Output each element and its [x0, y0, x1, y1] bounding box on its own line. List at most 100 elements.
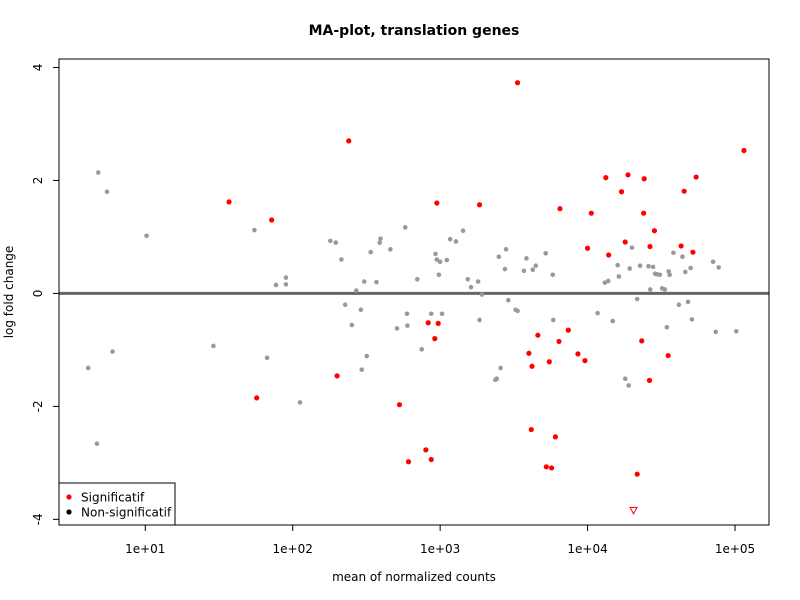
data-point-significant	[603, 175, 609, 181]
data-point-nonsignificant	[439, 311, 445, 317]
data-point-nonsignificant	[627, 266, 632, 271]
data-point-nonsignificant	[503, 247, 509, 252]
data-point-significant	[428, 456, 434, 463]
data-point-significant	[434, 200, 440, 206]
data-point-nonsignificant	[419, 347, 425, 352]
x-tick-label: 1e+01	[125, 542, 165, 556]
data-point-significant	[526, 350, 532, 356]
data-point-significant	[476, 202, 483, 208]
data-point-nonsignificant	[496, 254, 502, 259]
data-point-significant	[681, 188, 687, 194]
data-point-significant	[546, 359, 552, 365]
data-point-nonsignificant	[605, 278, 611, 284]
data-point-significant	[651, 228, 658, 234]
data-point-nonsignificant	[716, 265, 722, 270]
data-point-significant	[641, 210, 647, 216]
data-point-significant	[565, 327, 571, 333]
data-point-nonsignificant	[533, 263, 539, 269]
data-point-nonsignificant	[647, 287, 653, 292]
data-point-nonsignificant	[94, 441, 100, 446]
data-point-nonsignificant	[615, 262, 620, 268]
x-axis-label: mean of normalized counts	[332, 570, 496, 584]
data-point-nonsignificant	[378, 236, 383, 241]
data-point-nonsignificant	[465, 276, 471, 282]
x-tick-label: 1e+02	[273, 542, 313, 556]
data-point-significant	[690, 249, 696, 255]
data-point-nonsignificant	[264, 355, 270, 361]
data-point-nonsignificant	[662, 287, 668, 292]
data-point-significant	[606, 252, 612, 258]
data-point-significant	[584, 245, 591, 251]
data-point-nonsignificant	[95, 170, 101, 175]
legend-label-nonsignificant: Non-significatif	[81, 506, 172, 520]
data-point-nonsignificant	[626, 383, 631, 388]
data-point-nonsignificant	[444, 257, 450, 263]
data-point-nonsignificant	[328, 238, 333, 244]
data-point-nonsignificant	[682, 269, 688, 275]
data-point-nonsignificant	[664, 325, 670, 330]
data-point-nonsignificant	[550, 317, 556, 323]
legend-marker-significant	[66, 494, 72, 500]
data-point-nonsignificant	[434, 257, 440, 262]
data-point-significant	[741, 147, 747, 154]
data-point-significant	[647, 243, 653, 250]
data-point-significant	[641, 176, 647, 182]
x-tick-label: 1e+05	[715, 542, 755, 556]
data-point-nonsignificant	[273, 282, 279, 288]
data-point-nonsignificant	[342, 302, 348, 308]
data-point-nonsignificant	[358, 307, 364, 313]
data-point-nonsignificant	[405, 323, 410, 328]
data-point-significant	[582, 358, 588, 364]
data-point-nonsignificant	[368, 249, 373, 255]
data-point-significant	[622, 239, 628, 245]
data-point-nonsignificant	[595, 310, 600, 316]
data-point-nonsignificant	[428, 311, 434, 317]
data-point-significant	[396, 402, 403, 408]
chart-title: MA-plot, translation genes	[309, 23, 520, 39]
data-point-nonsignificant	[610, 318, 615, 324]
data-point-nonsignificant	[374, 279, 379, 285]
y-tick-label: -4	[31, 513, 45, 525]
data-point-nonsignificant	[616, 274, 622, 279]
plot-area: 1e+01 1e+02 1e+03 1e+04 1e+05 -4 -2 0 2 4	[31, 58, 770, 556]
data-point-significant	[514, 80, 521, 86]
data-point-nonsignificant	[333, 240, 339, 245]
data-point-nonsignificant	[362, 279, 367, 284]
data-point-nonsignificant	[479, 292, 485, 297]
data-point-nonsignificant	[349, 322, 355, 328]
legend-marker-nonsignificant	[66, 509, 72, 515]
data-point-nonsignificant	[453, 239, 459, 244]
data-point-nonsignificant	[650, 264, 656, 270]
data-point-significant	[575, 351, 581, 357]
data-point-nonsignificant	[515, 308, 520, 314]
data-point-nonsignificant	[629, 245, 635, 250]
data-point-nonsignificant	[543, 251, 549, 256]
data-point-significant	[405, 459, 412, 465]
data-point-nonsignificant	[713, 329, 719, 335]
data-point-significant	[528, 426, 534, 433]
data-point-nonsignificant	[388, 247, 393, 252]
data-point-nonsignificant	[637, 263, 643, 269]
data-point-significant	[226, 199, 232, 205]
data-point-nonsignificant	[689, 317, 695, 322]
data-point-significant	[618, 189, 625, 195]
data-point-significant	[646, 377, 653, 383]
y-tick-label: -2	[31, 400, 45, 412]
data-point-nonsignificant	[437, 259, 443, 265]
data-point-nonsignificant	[524, 256, 529, 261]
data-point-nonsignificant	[550, 272, 556, 278]
y-tick-label: 2	[31, 177, 45, 185]
data-point-nonsignificant	[339, 257, 344, 262]
data-point-significant	[556, 338, 562, 345]
data-point-nonsignificant	[283, 275, 289, 280]
data-point-nonsignificant	[688, 265, 693, 271]
data-point-nonsignificant	[283, 282, 289, 287]
data-point-nonsignificant	[671, 250, 676, 256]
data-point-nonsignificant	[144, 233, 149, 239]
legend-label-significant: Significatif	[81, 491, 145, 505]
data-point-nonsignificant	[646, 263, 651, 269]
data-point-nonsignificant	[710, 259, 716, 265]
y-tick-label: 0	[31, 290, 45, 298]
